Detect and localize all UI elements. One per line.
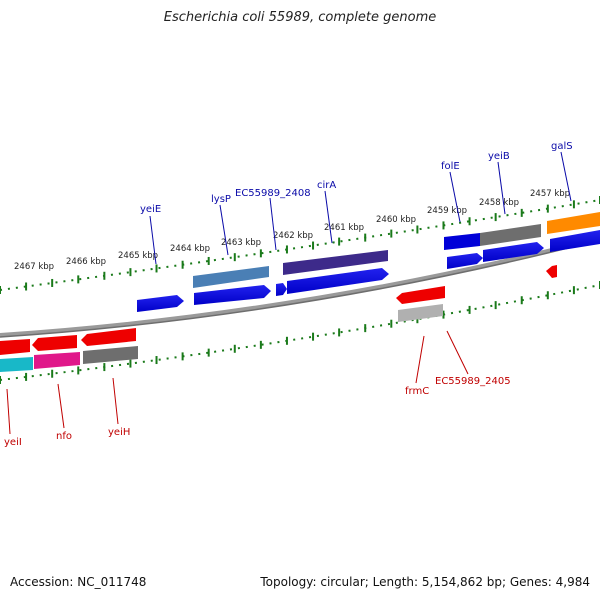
map-title: Escherichia coli 55989, complete genome [163,10,437,25]
ruler-label: 2461 kbp [324,223,364,233]
ruler-ticks-outer [0,196,600,294]
genome-summary-text: Topology: circular; Length: 5,154,862 bp… [260,575,590,589]
gene-label[interactable]: EC55989_2408 [235,188,311,199]
gene-feature[interactable] [483,242,544,262]
leader-line [57,383,65,429]
gene-feature[interactable] [444,233,480,250]
ruler-label: 2467 kbp [14,262,54,272]
ruler-track-outer [0,199,600,291]
leader-line [6,388,11,435]
ruler-label: 2465 kbp [118,251,158,261]
gene-feature[interactable] [34,352,80,369]
ruler-label: 2460 kbp [376,215,416,225]
ruler-label: 2466 kbp [66,257,106,267]
gene-feature[interactable] [194,285,271,305]
genome-backbone-shadow [0,239,600,338]
gene-feature[interactable] [83,346,138,364]
gene-feature[interactable] [550,230,600,252]
gene-label[interactable]: nfo [56,431,72,442]
gene-label[interactable]: folE [441,161,460,172]
gene-feature[interactable] [283,250,388,275]
ruler-label: 2462 kbp [273,231,313,241]
gene-label[interactable]: EC55989_2405 [435,376,511,387]
gene-feature[interactable] [287,268,389,294]
gene-feature[interactable] [396,286,445,304]
leader-line [324,190,333,244]
leader-lines-bottom [6,330,469,435]
gene-features-top [193,212,600,288]
gene-label[interactable]: galS [551,141,573,152]
gene-feature[interactable] [398,304,443,322]
gene-label[interactable]: yeiI [4,437,22,448]
ruler-ticks-inner [0,281,600,384]
leader-line [269,197,277,251]
gene-feature[interactable] [137,295,184,312]
leader-line [219,204,229,256]
leader-line [497,161,506,215]
leader-line [560,151,572,202]
gene-feature[interactable] [546,265,557,278]
leader-line [112,377,119,425]
gene-feature[interactable] [276,283,287,296]
leader-line [446,330,469,375]
leader-lines-top [149,151,572,265]
leader-line [449,171,461,223]
gene-label[interactable]: cirA [317,180,336,191]
genome-backbone [0,236,600,337]
gene-label[interactable]: yeiB [488,151,510,162]
gene-feature[interactable] [81,328,136,346]
ruler-label: 2464 kbp [170,244,210,254]
gene-label[interactable]: lysP [211,194,231,205]
gene-label[interactable]: frmC [405,386,429,397]
gene-feature[interactable] [447,253,483,269]
gene-feature[interactable] [0,357,33,372]
gene-label[interactable]: yeiE [140,204,161,215]
gene-features-top-inner [137,230,600,312]
gene-label[interactable]: yeiH [108,427,130,438]
gene-feature[interactable] [0,339,30,355]
leader-line [149,215,157,265]
ruler-label: 2457 kbp [530,189,570,199]
gene-feature[interactable] [193,266,269,288]
gene-feature[interactable] [32,335,77,351]
leader-line [415,335,425,384]
gene-feature[interactable] [547,212,600,234]
accession-text: Accession: NC_011748 [10,575,147,589]
ruler-label: 2458 kbp [479,198,519,208]
gene-feature[interactable] [480,224,541,246]
ruler-label: 2459 kbp [427,206,467,216]
ruler-label: 2463 kbp [221,238,261,248]
gene-features-bottom [0,265,557,372]
